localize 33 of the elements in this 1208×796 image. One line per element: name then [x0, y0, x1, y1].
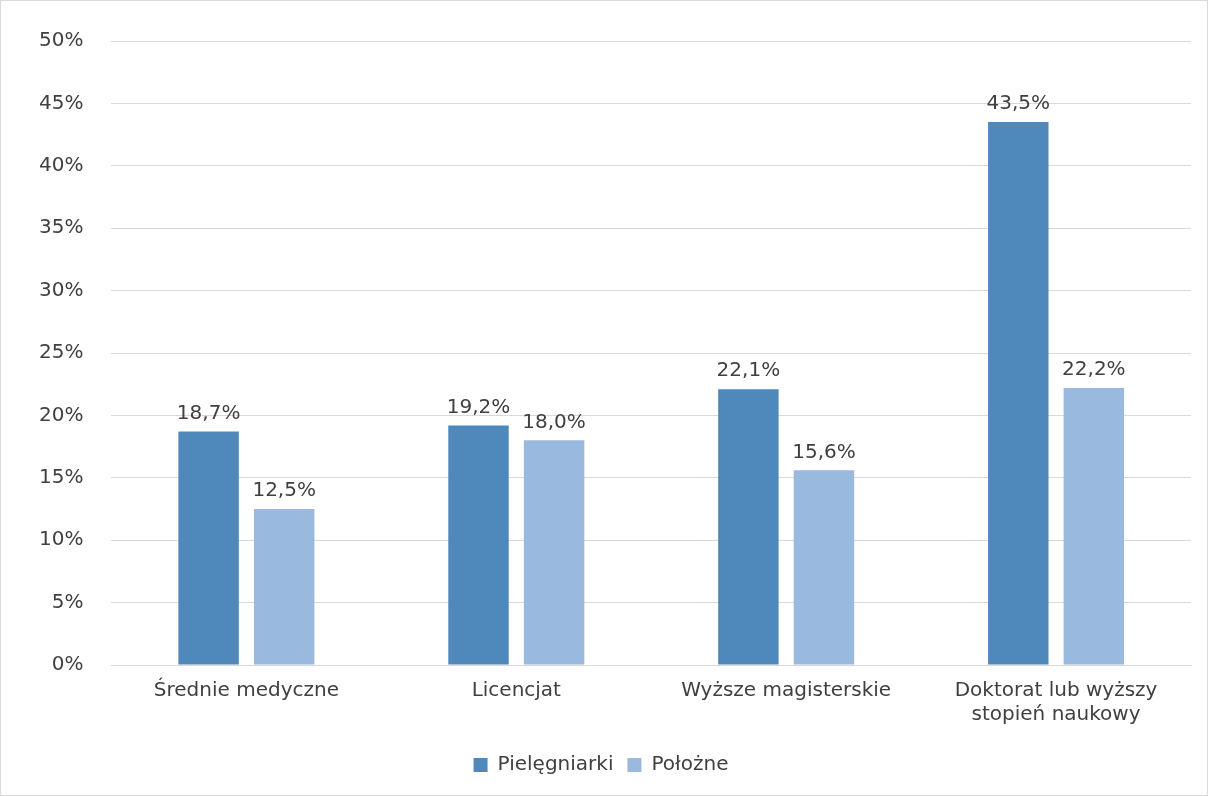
y-tick-label: 0%: [51, 651, 84, 676]
data-label: 12,5%: [252, 477, 316, 502]
y-tick-label: 50%: [39, 27, 84, 52]
y-tick-label: 45%: [39, 89, 84, 114]
x-tick-label: Średnie medyczne: [153, 677, 339, 702]
x-tick-label: Wyższe magisterskie: [681, 677, 892, 702]
y-tick-label: 25%: [39, 339, 84, 364]
x-tick-label: Licencjat: [471, 677, 562, 702]
y-tick-label: 40%: [39, 152, 84, 176]
y-tick-label: 30%: [39, 276, 84, 301]
data-label: 43,5%: [986, 90, 1051, 115]
legend-label: Położne: [651, 751, 729, 776]
bar: [718, 389, 779, 665]
data-label: 18,0%: [522, 408, 586, 433]
x-tick-label: Doktorat lub wyższy stopień naukowy: [954, 677, 1158, 726]
bar: [523, 440, 585, 665]
bar: [1063, 387, 1125, 665]
bar: [178, 431, 239, 665]
y-tick-label: 20%: [39, 401, 84, 426]
y-tick-label: 15%: [39, 464, 84, 488]
data-label: 19,2%: [446, 393, 511, 418]
legend-label: Pielęgniarki: [497, 751, 614, 776]
data-label: 15,6%: [792, 438, 856, 463]
data-label: 22,2%: [1062, 356, 1126, 381]
data-label: 22,1%: [716, 357, 781, 382]
y-tick-label: 5%: [51, 588, 84, 613]
y-tick-label: 35%: [39, 214, 84, 239]
bar: [793, 470, 855, 665]
data-label: 18,7%: [176, 399, 241, 424]
y-tick-label: 10%: [39, 526, 84, 551]
bar: [253, 509, 315, 665]
bar: [988, 122, 1049, 665]
bar: [448, 425, 509, 665]
